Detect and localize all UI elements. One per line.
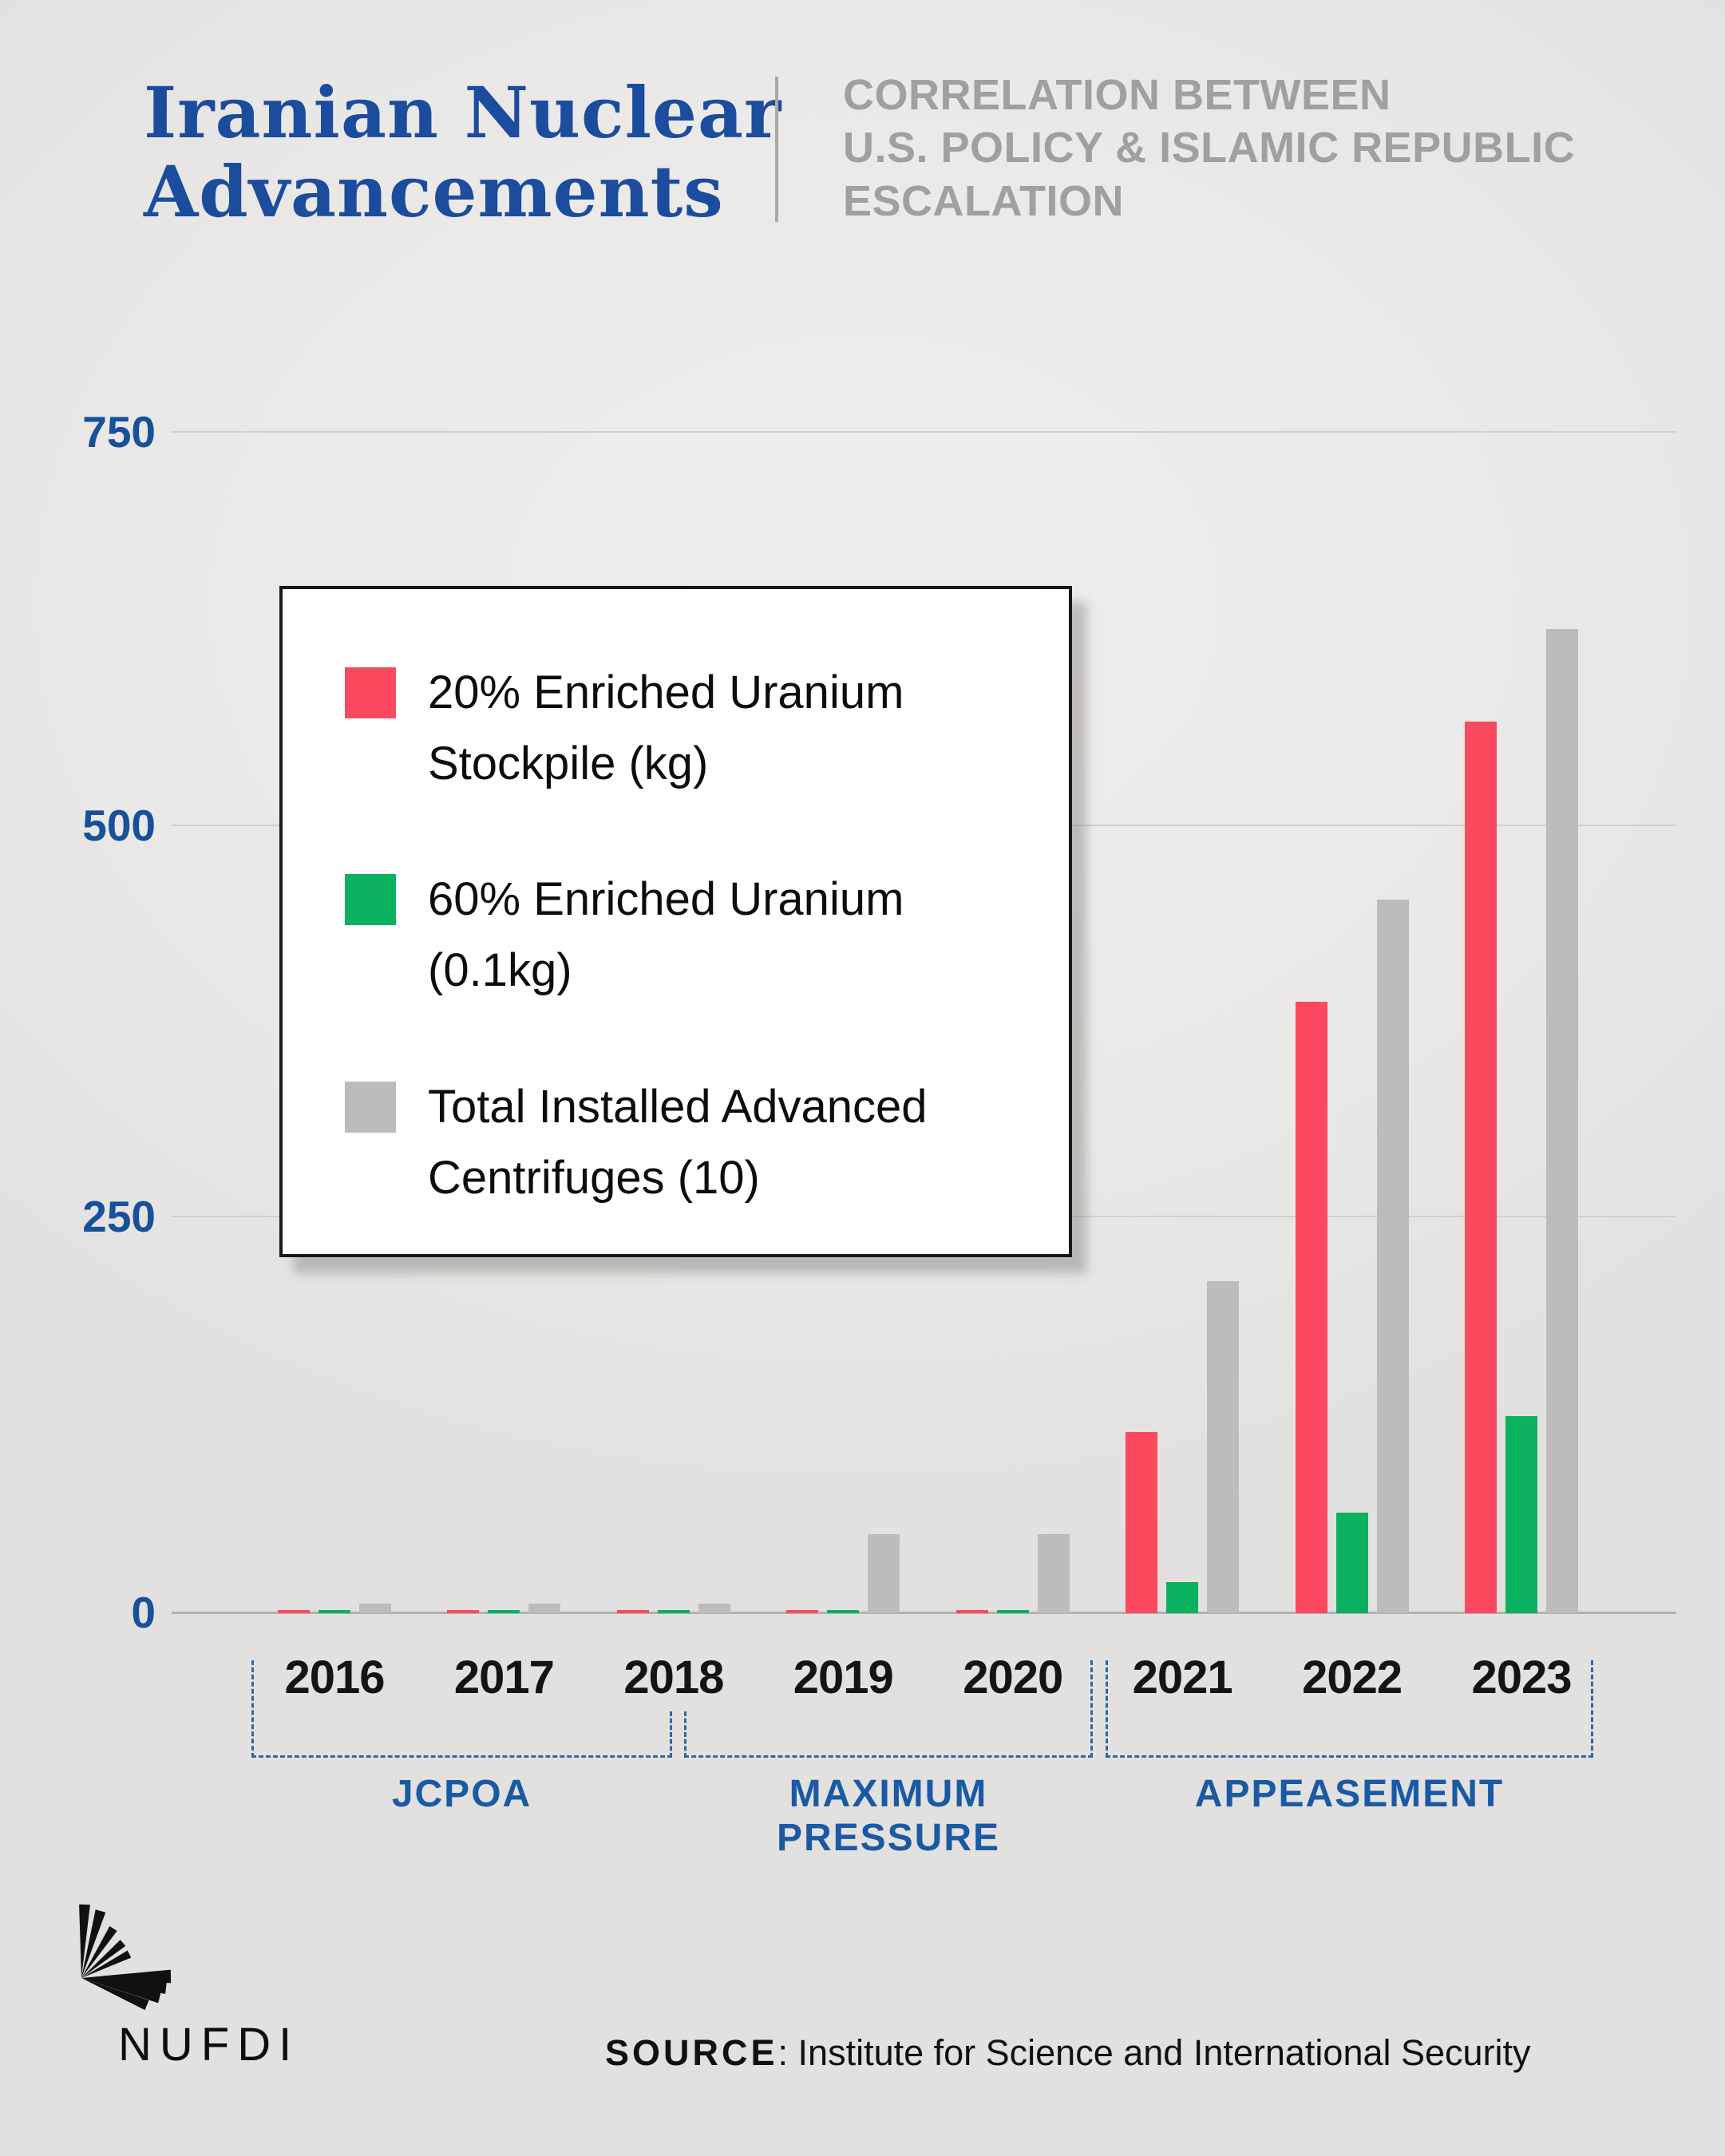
bar-2020-60pct [996, 1610, 1029, 1613]
bracket-appeasement-left-line [1106, 1660, 1108, 1758]
bracket-maximum-pressure-left-line [684, 1711, 686, 1758]
legend-label-20pct-line2: Stockpile (kg) [428, 737, 709, 789]
bracket-jcpoa-left-line [251, 1660, 254, 1758]
logo-blade [81, 1978, 149, 2011]
bar-2017-20pct [447, 1610, 480, 1613]
x-tick-2018: 2018 [623, 1652, 724, 1703]
legend-label-centrifuges-line1: Total Installed Advanced [428, 1080, 928, 1133]
bar-2021-20pct [1126, 1432, 1158, 1613]
legend-swatch-red [345, 667, 396, 718]
header-divider [775, 77, 778, 222]
legend-label-centrifuges-line2: Centrifuges (10) [428, 1151, 760, 1204]
legend-label-20pct: 20% Enriched Uranium Stockpile (kg) [428, 658, 904, 799]
legend-swatch-gray [345, 1081, 396, 1133]
title-line-1: Iranian Nuclear [144, 71, 782, 154]
bar-group-2018 [616, 1604, 730, 1613]
x-tick-2023: 2023 [1471, 1652, 1572, 1703]
x-tick-2022: 2022 [1302, 1652, 1403, 1703]
logo-blade [81, 1950, 132, 1978]
legend-label-60pct-line2: (0.1kg) [428, 944, 572, 997]
bar-2016-total [359, 1604, 391, 1613]
bracket-appeasement [1106, 1660, 1593, 1758]
logo-blade [81, 1978, 161, 2004]
legend-swatch-green [345, 874, 396, 926]
period-label-jcpoa: JCPOA [391, 1773, 532, 1815]
bar-2017-total [528, 1604, 561, 1613]
x-tick-2019: 2019 [793, 1652, 894, 1703]
source-note: SOURCE: Institute for Science and Intern… [605, 2032, 1667, 2074]
bar-2018-total [698, 1604, 730, 1613]
bar-2023-60pct [1505, 1416, 1537, 1613]
bracket-appeasement-right-line [1591, 1660, 1593, 1758]
bar-2018-60pct [657, 1610, 690, 1613]
bar-2016-60pct [318, 1610, 350, 1613]
subtitle-line-3: ESCALATION [843, 176, 1124, 225]
logo-blade [79, 1904, 90, 1978]
bar-2020-total [1037, 1534, 1070, 1613]
x-tick-2017: 2017 [453, 1652, 555, 1703]
y-tick-250: 250 [82, 1192, 156, 1241]
bar-2022-20pct [1295, 1002, 1327, 1613]
bracket-maximum-pressure [684, 1660, 1093, 1758]
y-tick-0: 0 [131, 1588, 156, 1637]
bar-2018-20pct [616, 1610, 649, 1613]
logo-blade [81, 1926, 117, 1978]
period-label-appeasement: APPEASEMENT [1194, 1773, 1505, 1815]
bar-2022-60pct [1335, 1513, 1368, 1613]
bar-group-2021 [1126, 1281, 1240, 1613]
bar-group-2023 [1465, 629, 1578, 1613]
bar-group-2022 [1295, 900, 1409, 1613]
legend-item-centrifuges: Total Installed Advanced Centrifuges (10… [345, 1072, 1021, 1213]
legend-label-20pct-line1: 20% Enriched Uranium [428, 667, 904, 718]
bar-2016-20pct [278, 1610, 310, 1613]
bracket-maximum-pressure-right-line [1090, 1660, 1093, 1758]
bar-group-2020 [955, 1534, 1070, 1613]
legend-label-60pct: 60% Enriched Uranium (0.1kg) [428, 864, 904, 1006]
bar-2019-60pct [827, 1610, 860, 1613]
logo-blade [81, 1940, 126, 1978]
bar-2017-60pct [488, 1610, 520, 1613]
bracket-jcpoa-right-line [670, 1711, 672, 1758]
bar-2020-20pct [955, 1610, 988, 1613]
bar-2019-20pct [786, 1610, 819, 1613]
gridline-750 [172, 431, 1676, 433]
bar-group-2016 [278, 1604, 391, 1613]
legend-item-60pct: 60% Enriched Uranium (0.1kg) [345, 864, 1021, 1006]
legend-item-20pct: 20% Enriched Uranium Stockpile (kg) [345, 658, 1021, 799]
y-tick-750: 750 [82, 407, 156, 457]
x-tick-2020: 2020 [963, 1652, 1063, 1703]
page-subtitle: CORRELATION BETWEEN U.S. POLICY & ISLAMI… [843, 69, 1575, 227]
logo-blade [81, 1969, 172, 1984]
x-tick-2016: 2016 [284, 1652, 385, 1703]
bar-group-2017 [447, 1604, 561, 1613]
period-label-maximum-pressure: MAXIMUM PRESSURE [776, 1773, 1001, 1859]
subtitle-line-1: CORRELATION BETWEEN [843, 71, 1391, 119]
y-tick-500: 500 [82, 801, 156, 850]
bar-2023-20pct [1465, 722, 1497, 1613]
bar-2021-total [1207, 1281, 1240, 1613]
source-text: : Institute for Science and Internationa… [777, 2032, 1531, 2073]
legend-label-60pct-line1: 60% Enriched Uranium [428, 873, 904, 926]
bar-2019-total [868, 1534, 900, 1613]
bar-group-2019 [786, 1534, 900, 1613]
page-title: Iranian Nuclear Advancements [144, 73, 781, 231]
bar-2022-total [1376, 900, 1409, 1613]
subtitle-line-2: U.S. POLICY & ISLAMIC REPUBLIC [843, 124, 1576, 172]
x-axis-line [172, 1612, 1676, 1614]
legend-label-centrifuges: Total Installed Advanced Centrifuges (10… [428, 1072, 928, 1213]
bar-2023-total [1546, 629, 1578, 1613]
logo-blade [81, 1909, 106, 1978]
source-label: SOURCE [605, 2032, 778, 2073]
chart-legend: 20% Enriched Uranium Stockpile (kg) 60% … [279, 586, 1072, 1257]
x-tick-2021: 2021 [1132, 1652, 1233, 1703]
nufdi-logo-icon [79, 1904, 172, 2011]
nufdi-logo-text: NUFDI [118, 2019, 300, 2071]
bracket-jcpoa [251, 1660, 672, 1758]
title-line-2: Advancements [144, 149, 724, 233]
bar-2021-60pct [1166, 1582, 1199, 1613]
